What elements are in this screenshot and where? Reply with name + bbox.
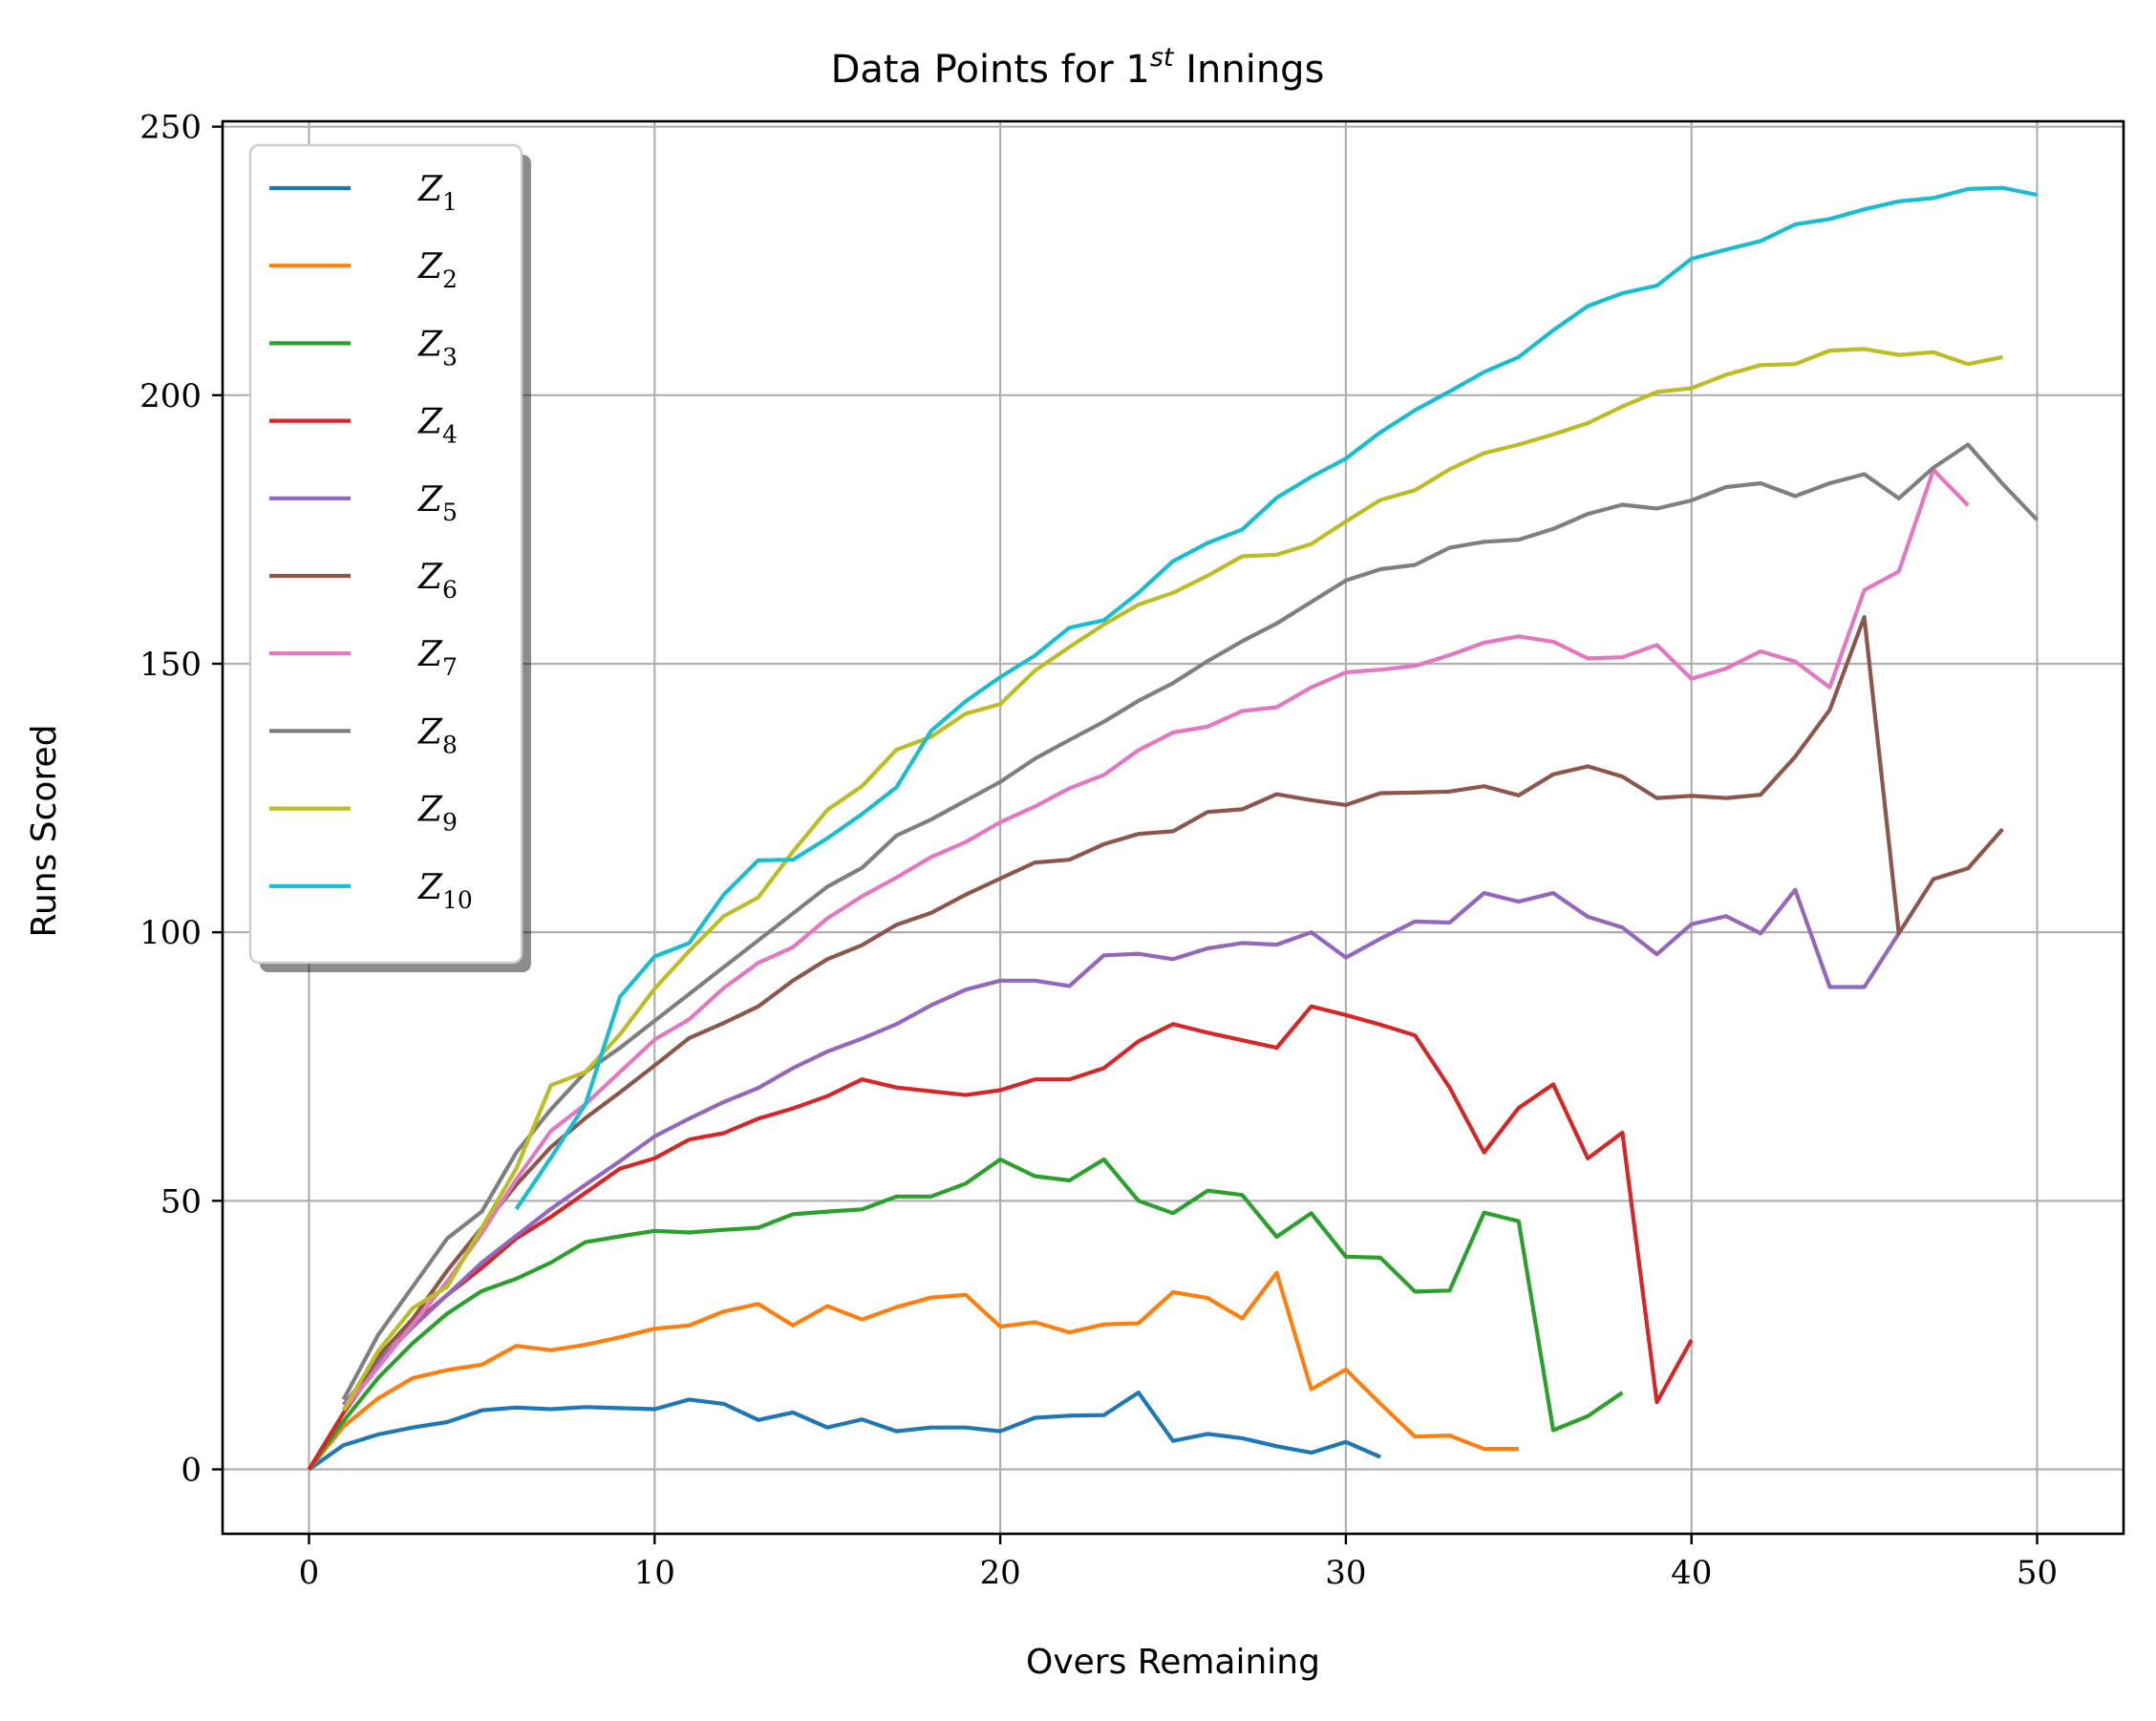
legend-label: Z5	[417, 480, 458, 526]
series-line-z3	[307, 1157, 1624, 1471]
series-line-z1	[308, 1390, 1381, 1472]
y-axis: 0 50 100 150 200 250	[139, 109, 223, 1490]
x-tick-label: 10	[634, 1554, 675, 1592]
x-tick-label: 30	[1325, 1554, 1366, 1592]
legend-label: Z10	[417, 868, 473, 914]
series-line-z8	[341, 442, 2039, 1401]
legend-item-z2: Z2	[269, 247, 458, 293]
legend-item-z10: Z10	[269, 868, 473, 914]
legend-item-z8: Z8	[269, 712, 458, 758]
y-tick-label: 200	[139, 377, 202, 415]
x-tick-label: 0	[299, 1554, 320, 1592]
y-axis-label: Runs Scored	[25, 725, 64, 938]
legend-item-z7: Z7	[269, 635, 458, 681]
chart-title: Data Points for 1st Innings	[831, 43, 1325, 92]
legend-label: Z6	[417, 558, 458, 604]
y-tick-label: 100	[139, 914, 202, 952]
x-tick-label: 20	[979, 1554, 1020, 1592]
series-line-z6	[341, 614, 2004, 1412]
legend-item-z6: Z6	[269, 558, 458, 604]
series-line-z10	[514, 185, 2038, 1210]
legend-label: Z2	[417, 247, 458, 293]
legend-label: Z9	[417, 791, 458, 837]
series-line-z4	[307, 1004, 1694, 1471]
legend-label: Z3	[417, 325, 458, 371]
legend-item-z5: Z5	[269, 480, 458, 526]
legend-label: Z7	[417, 635, 458, 681]
series-line-z2	[307, 1270, 1519, 1471]
x-tick-label: 40	[1671, 1554, 1712, 1592]
legend-item-z4: Z4	[269, 403, 458, 449]
x-tick-label: 50	[2017, 1554, 2058, 1592]
legend-label: Z1	[417, 170, 458, 216]
series-layer	[307, 185, 2039, 1472]
y-tick-label: 0	[181, 1452, 202, 1490]
legend-item-z3: Z3	[269, 325, 458, 371]
series-line-z5	[341, 887, 1901, 1407]
series-line-z7	[341, 467, 1970, 1413]
grid	[223, 121, 2124, 1534]
legend-box	[248, 143, 523, 965]
legend-label: Z4	[417, 403, 458, 449]
y-tick-label: 250	[139, 109, 202, 147]
legend-label: Z8	[417, 712, 458, 758]
plot-frame	[221, 119, 2125, 1536]
legend-item-z9: Z9	[269, 791, 458, 837]
series-line-z9	[341, 347, 2003, 1412]
x-axis-label: Overs Remaining	[1026, 1643, 1320, 1682]
y-tick-label: 150	[139, 646, 202, 684]
x-axis: 0 10 20 30 40 50	[299, 1534, 2058, 1592]
legend-item-z1: Z1	[269, 170, 458, 216]
legend: Z1 Z2 Z3 Z4 Z5 Z6 Z7 Z8 Z9 Z10	[248, 143, 531, 972]
y-tick-label: 50	[160, 1182, 202, 1221]
